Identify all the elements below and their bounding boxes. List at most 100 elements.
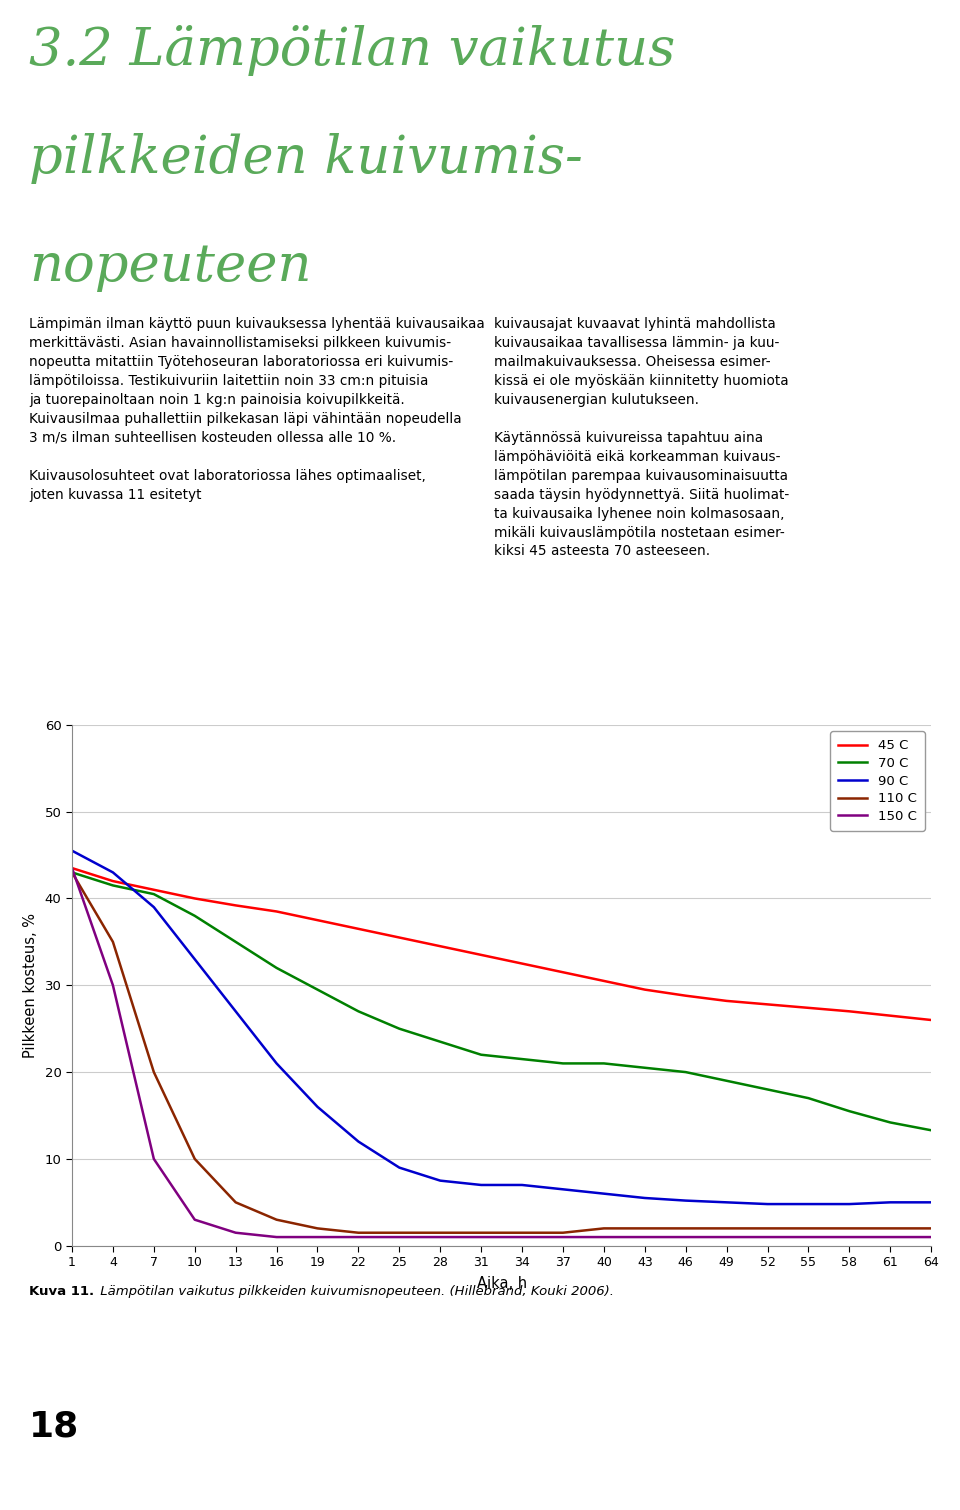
Line: 45 C: 45 C [72,868,931,1021]
90 C [721,1193,732,1211]
150 C [66,859,78,877]
90 C [884,1193,896,1211]
45 C [762,995,774,1013]
150 C [598,1228,610,1246]
45 C [803,998,814,1016]
150 C [271,1228,282,1246]
70 C [516,1049,528,1068]
70 C [394,1019,405,1037]
Text: Lämpötilan vaikutus pilkkeiden kuivumisnopeuteen. (Hillebrand, Kouki 2006).: Lämpötilan vaikutus pilkkeiden kuivumisn… [96,1285,614,1299]
110 C [598,1220,610,1238]
45 C [229,897,241,915]
90 C [352,1132,364,1151]
150 C [108,975,119,994]
70 C [229,933,241,951]
110 C [229,1193,241,1211]
150 C [639,1228,651,1246]
90 C [803,1194,814,1213]
Legend: 45 C, 70 C, 90 C, 110 C, 150 C: 45 C, 70 C, 90 C, 110 C, 150 C [830,731,924,831]
110 C [394,1223,405,1241]
45 C [312,911,324,929]
70 C [108,876,119,894]
70 C [844,1102,855,1120]
Line: 70 C: 70 C [72,873,931,1131]
150 C [680,1228,691,1246]
70 C [639,1059,651,1077]
90 C [312,1098,324,1116]
Line: 90 C: 90 C [72,850,931,1203]
90 C [394,1158,405,1176]
X-axis label: Aika, h: Aika, h [476,1276,527,1291]
110 C [66,864,78,882]
70 C [762,1081,774,1099]
110 C [925,1220,937,1238]
45 C [394,929,405,947]
70 C [352,1003,364,1021]
70 C [271,959,282,977]
90 C [271,1054,282,1072]
90 C [598,1184,610,1202]
150 C [762,1228,774,1246]
Line: 110 C: 110 C [72,873,931,1232]
110 C [884,1220,896,1238]
70 C [435,1033,446,1051]
110 C [680,1220,691,1238]
90 C [925,1193,937,1211]
Text: 3.2 Lämpötilan vaikutus: 3.2 Lämpötilan vaikutus [29,26,675,77]
Text: Kuva 11.: Kuva 11. [29,1285,94,1299]
45 C [516,954,528,972]
90 C [66,841,78,859]
90 C [189,950,201,968]
110 C [435,1223,446,1241]
Y-axis label: Pilkkeen kosteus, %: Pilkkeen kosteus, % [23,912,37,1059]
45 C [557,963,568,982]
45 C [352,920,364,938]
150 C [516,1228,528,1246]
70 C [66,864,78,882]
90 C [680,1191,691,1210]
150 C [721,1228,732,1246]
90 C [108,864,119,882]
110 C [271,1211,282,1229]
70 C [803,1089,814,1107]
150 C [557,1228,568,1246]
70 C [148,885,159,903]
90 C [229,1003,241,1021]
90 C [435,1172,446,1190]
90 C [475,1176,487,1194]
90 C [762,1194,774,1213]
45 C [148,880,159,898]
110 C [108,933,119,951]
45 C [884,1007,896,1025]
90 C [148,898,159,917]
70 C [598,1054,610,1072]
Text: kuivausajat kuvaavat lyhintä mahdollista
kuivausaikaa tavallisessa lämmin- ja ku: kuivausajat kuvaavat lyhintä mahdollista… [494,317,790,559]
70 C [557,1054,568,1072]
Text: Lämpimän ilman käyttö puun kuivauksessa lyhentää kuivausaikaa
merkittävästi. Asi: Lämpimän ilman käyttö puun kuivauksessa … [29,317,485,501]
110 C [721,1220,732,1238]
70 C [312,980,324,998]
45 C [721,992,732,1010]
150 C [435,1228,446,1246]
70 C [189,906,201,924]
45 C [189,889,201,908]
150 C [394,1228,405,1246]
110 C [803,1220,814,1238]
110 C [475,1223,487,1241]
45 C [475,945,487,963]
150 C [312,1228,324,1246]
45 C [844,1003,855,1021]
45 C [435,938,446,956]
90 C [844,1194,855,1213]
150 C [189,1211,201,1229]
90 C [516,1176,528,1194]
110 C [557,1223,568,1241]
45 C [639,980,651,998]
45 C [598,972,610,991]
70 C [721,1072,732,1090]
110 C [148,1063,159,1081]
70 C [680,1063,691,1081]
70 C [884,1113,896,1131]
45 C [66,859,78,877]
Line: 150 C: 150 C [72,868,931,1237]
